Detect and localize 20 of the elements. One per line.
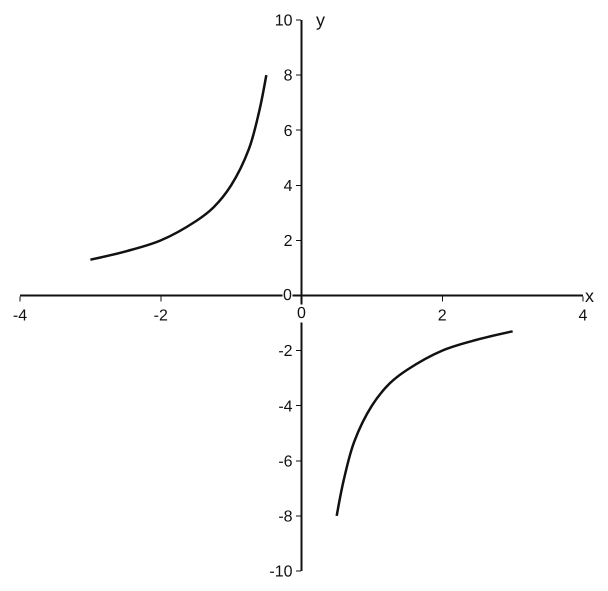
x-tick-label: 0 bbox=[297, 305, 306, 322]
y-tick-label: 2 bbox=[284, 233, 293, 250]
line-series bbox=[89, 74, 268, 261]
y-tick-label: 8 bbox=[284, 68, 293, 85]
x-tick-label: 4 bbox=[578, 307, 588, 324]
x-axis-title: x bbox=[585, 286, 594, 306]
x-tick-label: -4 bbox=[12, 307, 28, 324]
y-tick-label: 4 bbox=[284, 178, 293, 195]
y-tick-label: -6 bbox=[278, 453, 293, 470]
y-tick-label: -4 bbox=[278, 398, 293, 416]
line-series bbox=[335, 330, 514, 518]
x-tick-label: -2 bbox=[154, 307, 168, 324]
y-tick-label: -10 bbox=[269, 564, 293, 581]
y-tick-label: -2 bbox=[278, 343, 293, 360]
y-tick-label: 6 bbox=[284, 122, 293, 140]
x-tick-label: 2 bbox=[438, 307, 447, 324]
y-tick-label: 0 bbox=[283, 287, 292, 304]
y-axis-title: y bbox=[316, 10, 325, 30]
y-tick-label: -8 bbox=[278, 508, 293, 526]
y-tick-label: 10 bbox=[274, 12, 293, 30]
